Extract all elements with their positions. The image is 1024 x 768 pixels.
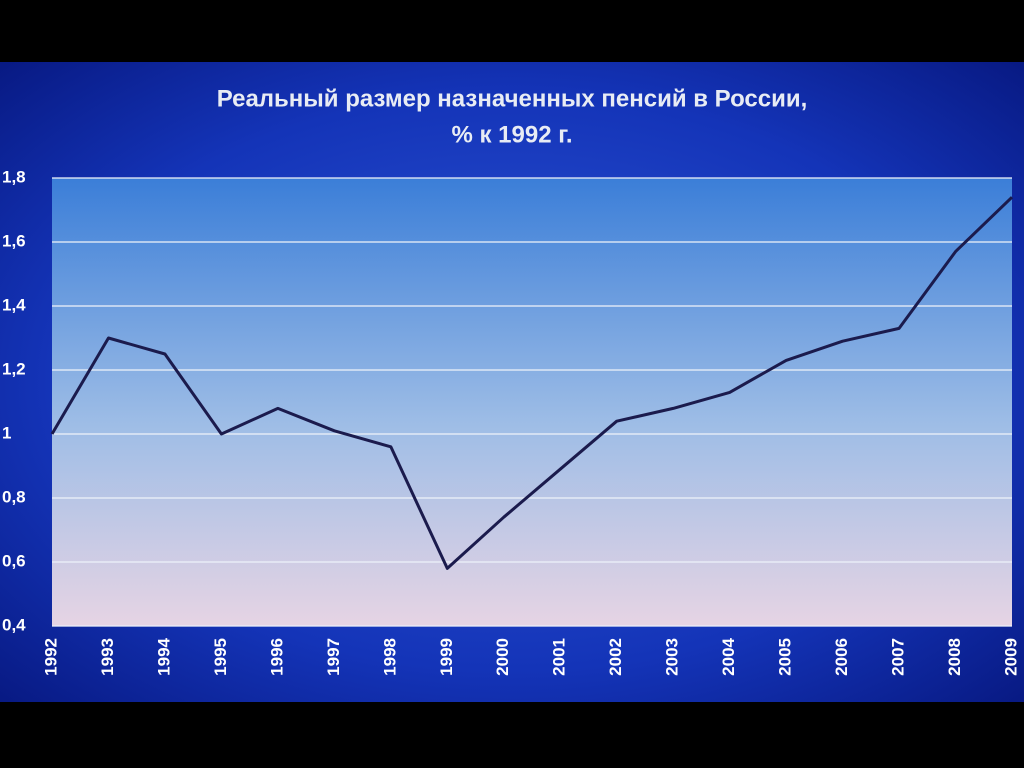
x-tick-label: 1992: [41, 638, 60, 676]
y-tick-label: 1,8: [2, 167, 26, 186]
y-tick-label: 1,2: [2, 359, 26, 378]
x-tick-label: 2002: [606, 638, 625, 676]
x-tick-label: 2007: [889, 638, 908, 676]
x-tick-label: 1994: [154, 637, 173, 675]
chart-title: Реальный размер назначенных пенсий в Рос…: [217, 85, 808, 112]
y-tick-label: 1,6: [2, 231, 26, 250]
x-tick-label: 1993: [98, 638, 117, 676]
x-tick-label: 2000: [493, 638, 512, 676]
plot-area: [52, 178, 1012, 626]
y-tick-label: 1: [2, 423, 11, 442]
x-tick-label: 2006: [832, 638, 851, 676]
x-tick-label: 2004: [719, 637, 738, 675]
y-tick-label: 0,4: [2, 615, 26, 634]
y-tick-label: 0,8: [2, 487, 26, 506]
x-tick-label: 2005: [776, 638, 795, 676]
x-tick-label: 1998: [380, 638, 399, 676]
x-tick-label: 2001: [550, 638, 569, 676]
y-tick-label: 1,4: [2, 295, 26, 314]
data-line: [50, 196, 1014, 570]
x-tick-label: 2008: [945, 638, 964, 676]
x-tick-label: 1995: [211, 638, 230, 676]
x-tick-label: 1997: [324, 638, 343, 676]
x-tick-label: 1999: [437, 638, 456, 676]
x-tick-label: 1996: [267, 638, 286, 676]
x-tick-label: 2003: [663, 638, 682, 676]
x-tick-label: 2009: [1001, 638, 1020, 676]
y-tick-label: 0,6: [2, 551, 26, 570]
chart-subtitle: % к 1992 г.: [451, 121, 572, 148]
